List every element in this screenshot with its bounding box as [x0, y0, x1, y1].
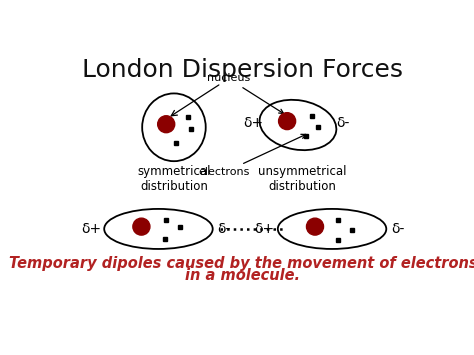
Circle shape [307, 218, 324, 235]
Text: in a molecule.: in a molecule. [185, 268, 301, 283]
Text: δ+: δ+ [255, 222, 275, 236]
Text: δ-: δ- [336, 116, 350, 130]
Text: Temporary dipoles caused by the movement of electrons: Temporary dipoles caused by the movement… [9, 256, 474, 271]
Text: δ-: δ- [391, 222, 405, 236]
Circle shape [158, 116, 175, 133]
Text: symmetrical
distribution: symmetrical distribution [137, 165, 211, 193]
Circle shape [279, 113, 296, 130]
Text: δ-: δ- [218, 222, 231, 236]
Text: electrons: electrons [199, 134, 306, 178]
Text: London Dispersion Forces: London Dispersion Forces [82, 58, 403, 82]
Text: δ+: δ+ [243, 116, 263, 130]
Circle shape [133, 218, 150, 235]
Text: unsymmetrical
distribution: unsymmetrical distribution [257, 165, 346, 193]
Text: δ+: δ+ [81, 222, 101, 236]
Text: nucleus: nucleus [207, 73, 283, 114]
